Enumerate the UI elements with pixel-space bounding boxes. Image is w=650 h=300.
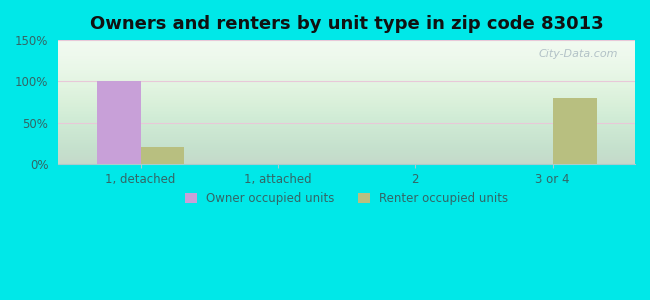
Bar	[140, 147, 185, 164]
Text: City-Data.com: City-Data.com	[538, 49, 617, 59]
Legend: Owner occupied units, Renter occupied units: Owner occupied units, Renter occupied un…	[180, 188, 513, 210]
Bar	[97, 81, 140, 164]
Bar	[552, 98, 597, 164]
Title: Owners and renters by unit type in zip code 83013: Owners and renters by unit type in zip c…	[90, 15, 603, 33]
